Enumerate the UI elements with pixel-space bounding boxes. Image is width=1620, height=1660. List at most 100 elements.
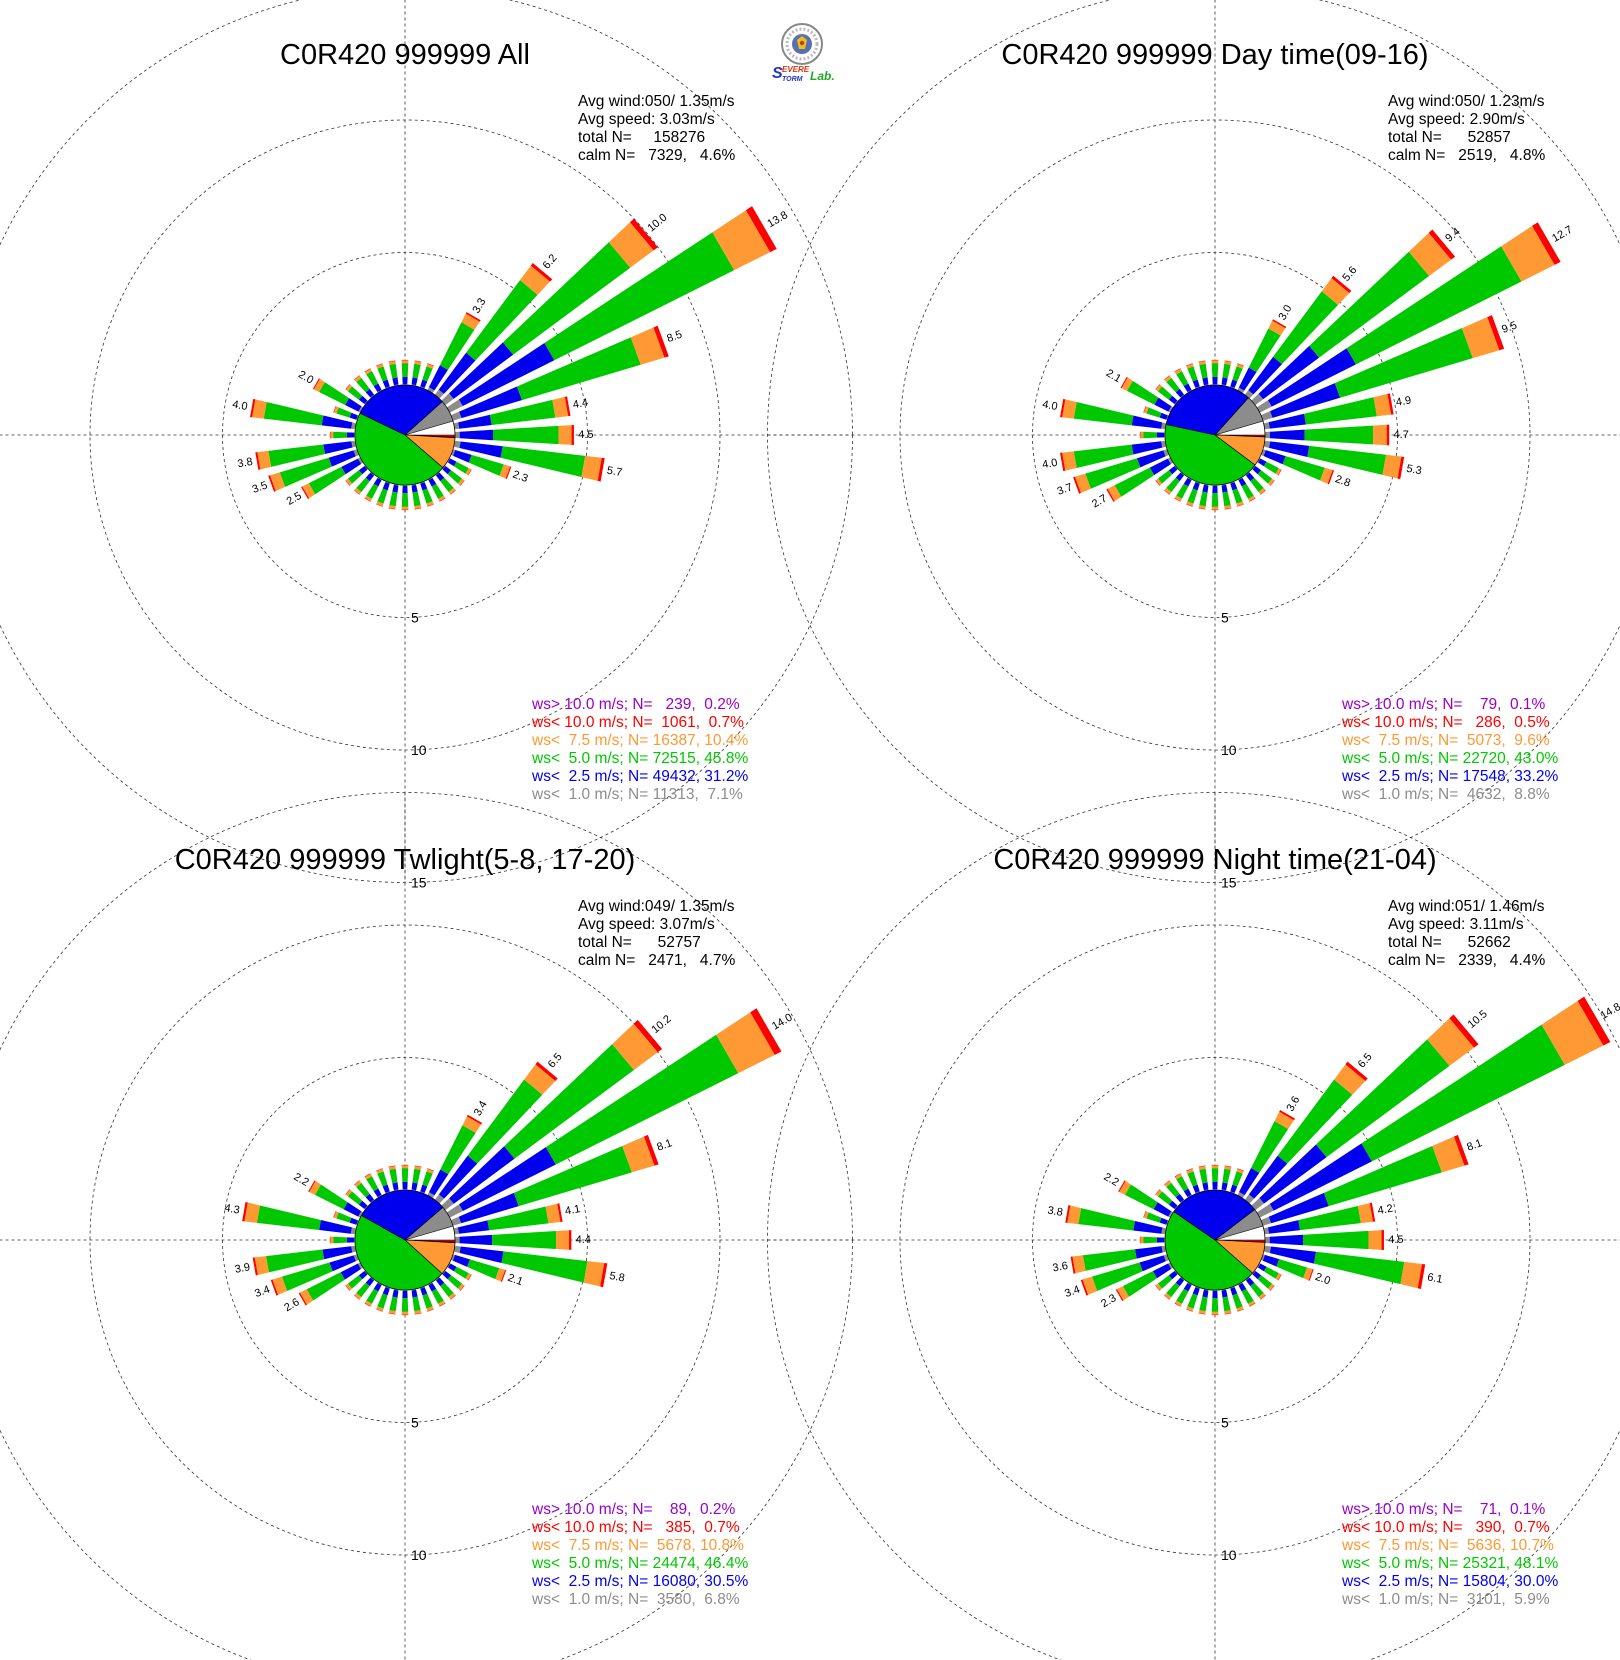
direction-value-label: 3.3 xyxy=(470,296,488,315)
wind-bar-segment xyxy=(1224,507,1232,510)
wind-bar-segment xyxy=(1116,1286,1129,1301)
total-n-stat: total N= 52857 xyxy=(1388,129,1511,146)
direction-value-label: 2.0 xyxy=(296,369,315,387)
wind-bar-segment xyxy=(1237,1191,1245,1199)
wind-bar-segment xyxy=(365,1277,375,1287)
wind-bar-segment xyxy=(1245,471,1250,476)
wind-bar-segment xyxy=(382,1184,390,1193)
wind-bar-segment xyxy=(1269,1234,1304,1246)
wind-bar-segment xyxy=(1323,1145,1442,1207)
direction-value-label: 4.4 xyxy=(572,397,589,411)
wind-bar-segment xyxy=(414,1165,422,1168)
wind-bar-segment xyxy=(301,486,310,499)
wind-bar-segment xyxy=(333,1236,348,1244)
wind-bar-segment xyxy=(347,470,363,484)
wind-bar-segment xyxy=(1183,1188,1192,1198)
wind-bar-segment xyxy=(439,497,446,502)
wind-bar-segment xyxy=(333,406,339,414)
wind-bar-segment xyxy=(1140,1236,1144,1244)
wind-bar-segment xyxy=(1248,328,1281,373)
wind-bar-segment xyxy=(1155,478,1163,486)
wind-bar-segment xyxy=(1198,1165,1206,1168)
wind-bar-segment xyxy=(351,440,357,448)
wind-bar-segment xyxy=(358,465,368,475)
wind-bar-segment xyxy=(252,399,267,419)
wind-bar-segment xyxy=(1120,376,1128,389)
wind-bar-segment xyxy=(349,412,358,420)
wind-bar-segment xyxy=(1072,1255,1086,1274)
wind-bar-segment xyxy=(354,1180,360,1186)
direction-value-label: 9.5 xyxy=(1500,319,1518,336)
chart-title: C0R420 999999 Twlight(5-8, 17-20) xyxy=(175,844,636,876)
wind-bar-segment xyxy=(401,1297,409,1312)
wind-bar-segment xyxy=(427,1192,435,1199)
wind-bar-segment xyxy=(411,1289,418,1298)
wind-rose-chart: C0R420 999999 Night time(21-04) Avg wind… xyxy=(767,792,1620,1660)
wind-bar-segment xyxy=(1161,422,1167,430)
wind-bar-segment xyxy=(402,1290,408,1298)
wind-bar-segment xyxy=(1260,1294,1266,1300)
inner-pie-slice xyxy=(1164,424,1256,486)
wind-bar-segment xyxy=(1186,363,1193,367)
wind-bar-segment xyxy=(459,441,503,458)
wind-bar-segment xyxy=(1082,1249,1137,1271)
wind-bar-segment xyxy=(428,365,448,391)
wind-bar-segment xyxy=(373,1188,382,1198)
wind-bar-segment xyxy=(446,399,463,413)
wind-bar-segment xyxy=(1131,415,1163,429)
chart-title: C0R420 999999 All xyxy=(280,39,530,71)
wind-bar-segment xyxy=(279,457,332,487)
wind-bar-segment xyxy=(495,1268,506,1282)
wind-bar-segment xyxy=(269,472,286,491)
wind-bar-segment xyxy=(257,450,272,470)
inner-pie-slice xyxy=(1214,397,1264,436)
wind-bar-segment xyxy=(1241,483,1254,499)
wind-bar-segment xyxy=(1212,1182,1218,1190)
direction-value-label: 3.7 xyxy=(1056,481,1074,498)
wind-bar-segment xyxy=(347,1191,363,1205)
inner-pie-slice xyxy=(361,1189,444,1241)
wind-bar-segment xyxy=(453,422,460,430)
wind-bar-segment xyxy=(1307,445,1387,475)
wind-bar-segment xyxy=(459,1285,465,1291)
wind-bar-segment xyxy=(1237,363,1244,367)
wind-bar-segment xyxy=(1222,1168,1231,1184)
wind-bar-segment xyxy=(1199,491,1208,507)
wind-bar-segment xyxy=(1327,470,1335,485)
wind-bar-segment xyxy=(1176,483,1189,499)
wind-bar-segment xyxy=(1400,1261,1423,1289)
direction-value-label: 5.7 xyxy=(606,465,623,479)
legend-entry-gt10: ws> 10.0 m/s; N= 239, 0.2% xyxy=(531,696,740,713)
wind-bar-segment xyxy=(341,458,362,475)
wind-bar-segment xyxy=(1269,429,1305,441)
wind-bar-segment xyxy=(263,402,324,426)
wind-bar-segment xyxy=(1249,497,1256,502)
wind-bar-segment xyxy=(1198,1165,1206,1170)
wind-bar-segment xyxy=(364,1300,372,1307)
wind-bar-segment xyxy=(1248,1155,1288,1199)
wind-bar-segment xyxy=(1143,1211,1149,1219)
wind-bar-segment xyxy=(422,1293,433,1309)
wind-bar-segment xyxy=(365,472,375,482)
wind-bar-segment xyxy=(427,503,434,507)
wind-bar-segment xyxy=(376,363,384,369)
wind-bar-segment xyxy=(1334,328,1473,398)
wind-bar-segment xyxy=(447,470,463,484)
wind-bar-segment xyxy=(309,1181,321,1195)
wind-bar-segment xyxy=(453,449,472,463)
wind-bar-segment xyxy=(1211,492,1219,507)
wind-bar-segment xyxy=(1230,1184,1238,1193)
wind-rose-panel-twilight: C0R420 999999 Twlight(5-8, 17-20) Avg wi… xyxy=(0,792,853,1660)
wind-bar-segment xyxy=(1180,471,1185,476)
wind-bar-segment xyxy=(468,454,504,476)
wind-bar-segment xyxy=(1257,458,1267,467)
wind-bar-segment xyxy=(630,218,658,251)
wind-bar-segment xyxy=(1174,368,1181,373)
wind-bar-segment xyxy=(1251,1270,1256,1275)
wind-bar-segment xyxy=(1238,477,1247,487)
direction-value-label: 3.8 xyxy=(237,456,254,470)
wind-bar-segment xyxy=(435,1276,440,1281)
wind-bar-segment xyxy=(1198,360,1206,365)
wind-bar-segment xyxy=(552,396,569,418)
wind-bar-segment xyxy=(266,1249,325,1273)
